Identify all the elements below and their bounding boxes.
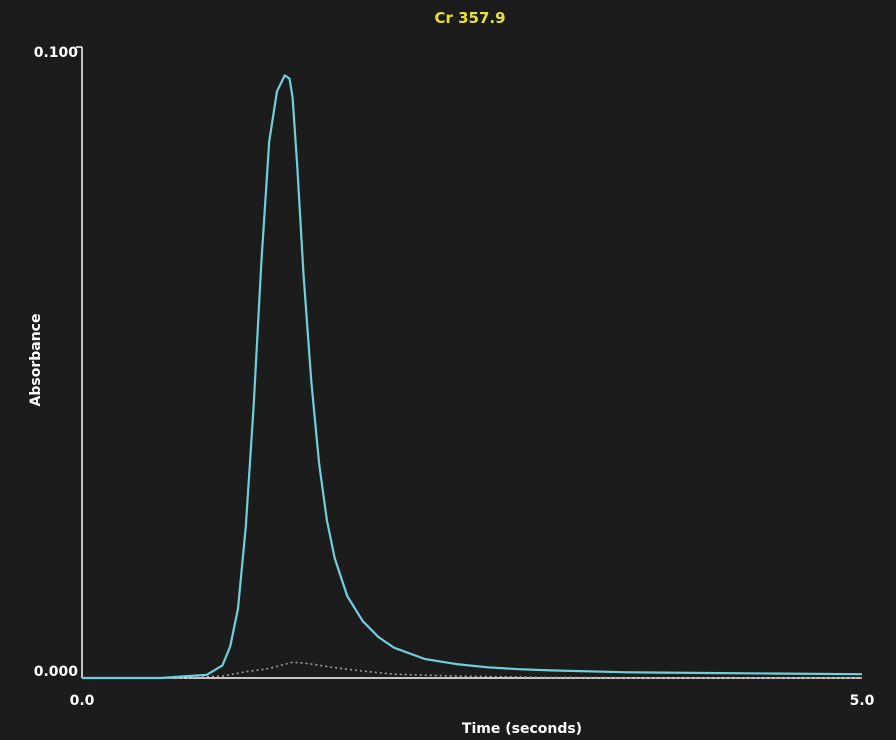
- y-tick-label-max: 0.100: [34, 45, 79, 61]
- y-axis-label: Absorbance: [28, 314, 44, 407]
- y-tick-label-min: 0.000: [34, 664, 79, 680]
- x-tick-label-max: 5.0: [850, 693, 875, 709]
- x-axis-label: Time (seconds): [462, 721, 582, 737]
- chart-title: Cr 357.9: [434, 9, 505, 27]
- absorbance-signal-line: [82, 74, 863, 680]
- x-tick-label-min: 0.0: [70, 693, 95, 709]
